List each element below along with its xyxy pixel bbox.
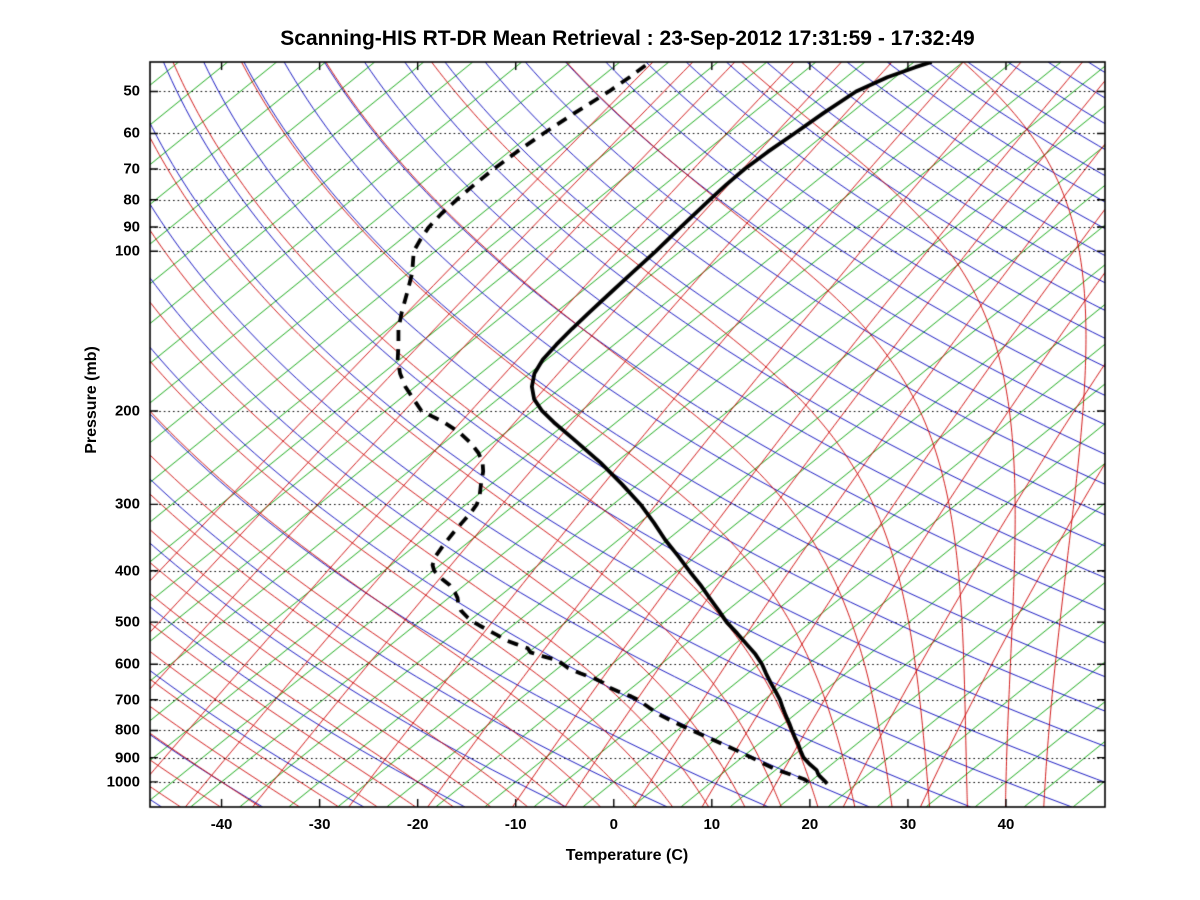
pressure-tick-label: 1000 [106,773,140,791]
temperature-tick-label: 0 [609,816,618,833]
pressure-tick-label: 60 [123,124,140,142]
pressure-tick-label: 500 [114,613,140,631]
pressure-tick-label: 900 [114,749,140,767]
temperature-tick-label: 30 [899,816,917,833]
chart-title: Scanning-HIS RT-DR Mean Retrieval : 23-S… [280,27,975,50]
pressure-tick-label: 100 [114,242,140,260]
temperature-tick-label: -10 [504,816,527,833]
x-axis-label: Temperature (C) [565,847,689,864]
temperature-tick-label: 20 [801,816,819,833]
pressure-tick-label: 800 [114,721,140,739]
pressure-tick-label: 300 [114,495,140,513]
pressure-tick-label: 700 [114,691,140,709]
pressure-tick-label: 50 [123,82,140,100]
y-axis-label: Pressure (mb) [83,346,100,454]
pressure-tick-label: 400 [114,562,140,580]
pressure-tick-label: 70 [123,160,140,178]
temperature-tick-label: -40 [210,816,233,833]
temperature-tick-label: -30 [308,816,331,833]
temperature-tick-label: 40 [997,816,1015,833]
temperature-tick-label: -20 [406,816,429,833]
pressure-tick-label: 200 [114,402,140,420]
pressure-tick-label: 600 [114,655,140,673]
pressure-tick-label: 80 [123,191,140,209]
temperature-tick-label: 10 [703,816,721,833]
pressure-tick-label: 90 [123,218,140,236]
